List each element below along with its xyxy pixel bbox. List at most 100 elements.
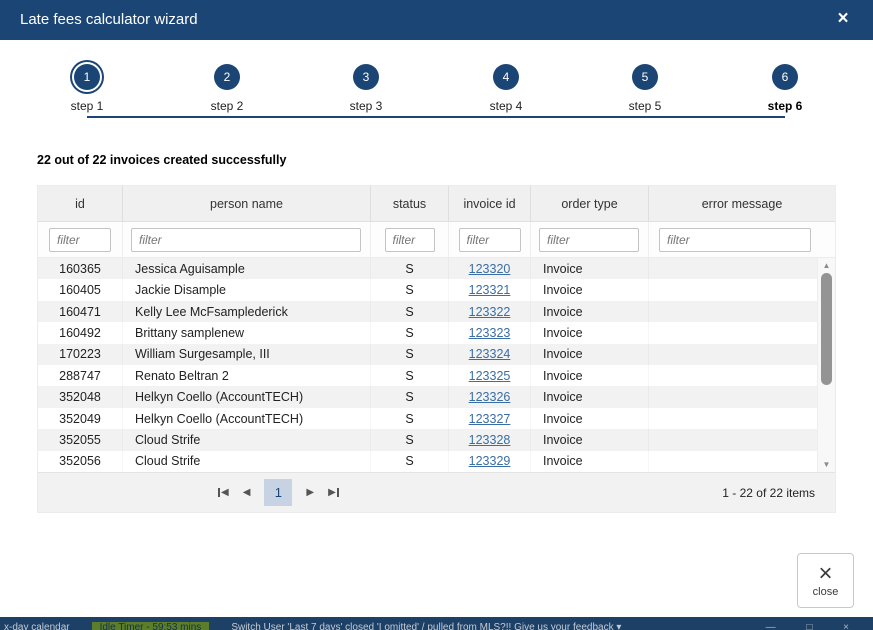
cell-error-message (649, 301, 819, 322)
cell-person-name: Kelly Lee McFsamplederick (123, 301, 371, 322)
cell-status: S (371, 322, 449, 343)
cell-person-name: Cloud Strife (123, 451, 371, 472)
step-4-circle[interactable]: 4 (493, 64, 519, 90)
col-header-order-type[interactable]: order type (531, 186, 649, 221)
cell-order-type: Invoice (531, 279, 649, 300)
filter-input-error-message[interactable] (659, 227, 811, 252)
close-button-label: close (812, 586, 839, 598)
invoice-link[interactable]: 123329 (468, 454, 511, 469)
background-text-right: Switch User 'Last 7 days' closed 'I omit… (231, 622, 622, 630)
cell-order-type: Invoice (531, 365, 649, 386)
step-4-label: step 4 (489, 99, 523, 113)
cell-id: 288747 (38, 365, 123, 386)
stepper-track (87, 116, 785, 118)
cell-invoice-id: 123322 (449, 301, 531, 322)
cell-status: S (371, 386, 449, 407)
step-6-label: step 6 (767, 99, 803, 113)
cell-invoice-id: 123325 (449, 365, 531, 386)
cell-person-name: Jackie Disample (123, 279, 371, 300)
vertical-scrollbar[interactable]: ▲ ▼ (817, 258, 835, 472)
table-row: 352049 Helkyn Coello (AccountTECH) S 123… (38, 407, 819, 430)
cell-order-type: Invoice (531, 344, 649, 365)
cell-error-message (649, 429, 819, 450)
cell-error-message (649, 322, 819, 343)
cell-status: S (371, 451, 449, 472)
table-row: 352056 Cloud Strife S 123329 Invoice (38, 450, 819, 473)
step-2: 2 step 2 (167, 40, 287, 113)
cell-person-name: Renato Beltran 2 (123, 365, 371, 386)
cell-order-type: Invoice (531, 451, 649, 472)
step-6: 6 step 6 (725, 40, 845, 113)
cell-status: S (371, 258, 449, 279)
invoice-link[interactable]: 123328 (468, 432, 511, 447)
cell-id: 160365 (38, 258, 123, 279)
col-header-id[interactable]: id (38, 186, 123, 221)
col-header-invoice-id[interactable]: invoice id (449, 186, 531, 221)
scroll-up-icon[interactable]: ▲ (822, 261, 831, 270)
close-x-icon: × (818, 560, 833, 587)
step-6-circle[interactable]: 6 (772, 64, 798, 90)
cell-invoice-id: 123328 (449, 429, 531, 450)
cell-status: S (371, 301, 449, 322)
background-strip-content: x-day calendar Idle Timer - 59:53 mins S… (0, 622, 873, 630)
scroll-down-icon[interactable]: ▼ (822, 460, 831, 469)
cell-order-type: Invoice (531, 301, 649, 322)
table-row: 160365 Jessica Aguisample S 123320 Invoi… (38, 258, 819, 280)
cell-error-message (649, 408, 819, 429)
cell-error-message (649, 386, 819, 407)
cell-order-type: Invoice (531, 408, 649, 429)
cell-invoice-id: 123320 (449, 258, 531, 279)
cell-id: 352056 (38, 451, 123, 472)
close-button[interactable]: × close (797, 553, 854, 608)
filter-input-id[interactable] (49, 227, 111, 252)
cell-person-name: Brittany samplenew (123, 322, 371, 343)
close-icon[interactable]: × (837, 8, 849, 29)
background-page-strip: x-day calendar Idle Timer - 59:53 mins S… (0, 617, 873, 630)
cell-invoice-id: 123327 (449, 408, 531, 429)
invoice-link[interactable]: 123321 (468, 283, 511, 298)
invoice-link[interactable]: 123322 (468, 304, 511, 319)
cell-error-message (649, 258, 819, 279)
step-3-circle[interactable]: 3 (353, 64, 379, 90)
cell-id: 160471 (38, 301, 123, 322)
step-3: 3 step 3 (306, 40, 426, 113)
invoice-link[interactable]: 123320 (468, 261, 511, 276)
col-header-person-name[interactable]: person name (123, 186, 371, 221)
cell-order-type: Invoice (531, 258, 649, 279)
step-2-circle[interactable]: 2 (214, 64, 240, 90)
filter-input-invoice-id[interactable] (458, 227, 521, 252)
col-header-error-message[interactable]: error message (701, 196, 783, 211)
cell-person-name: Cloud Strife (123, 429, 371, 450)
pager-next-button[interactable]: ▶ (306, 487, 315, 498)
filter-input-order-type[interactable] (539, 227, 639, 252)
pager-last-button[interactable]: ▶ (328, 487, 339, 498)
seek-bar (218, 488, 220, 497)
invoice-link[interactable]: 123323 (468, 325, 511, 340)
step-5-circle[interactable]: 5 (632, 64, 658, 90)
table-row: 160405 Jackie Disample S 123321 Invoice (38, 279, 819, 301)
step-1-circle[interactable]: 1 (74, 64, 100, 90)
invoice-link[interactable]: 123325 (468, 368, 511, 383)
pager-first-button[interactable]: ◀ (218, 487, 229, 498)
success-message: 22 out of 22 invoices created successful… (37, 153, 287, 167)
cell-error-message (649, 365, 819, 386)
invoice-link[interactable]: 123324 (468, 347, 511, 362)
cell-invoice-id: 123323 (449, 322, 531, 343)
page-title: Late fees calculator wizard (20, 11, 198, 28)
cell-status: S (371, 365, 449, 386)
step-1-label: step 1 (70, 99, 104, 113)
invoice-link[interactable]: 123326 (468, 390, 511, 405)
filter-input-status[interactable] (384, 227, 435, 252)
step-3-label: step 3 (349, 99, 383, 113)
pager-current-page[interactable]: 1 (264, 479, 293, 506)
cell-person-name: Helkyn Coello (AccountTECH) (123, 386, 371, 407)
pager-prev-button[interactable]: ◀ (242, 487, 251, 498)
cell-invoice-id: 123329 (449, 451, 531, 472)
filter-input-person-name[interactable] (131, 227, 361, 252)
invoice-link[interactable]: 123327 (468, 411, 511, 426)
col-header-status[interactable]: status (371, 186, 449, 221)
scrollbar-thumb[interactable] (821, 273, 832, 385)
step-5-label: step 5 (628, 99, 662, 113)
cell-id: 170223 (38, 344, 123, 365)
cell-status: S (371, 408, 449, 429)
